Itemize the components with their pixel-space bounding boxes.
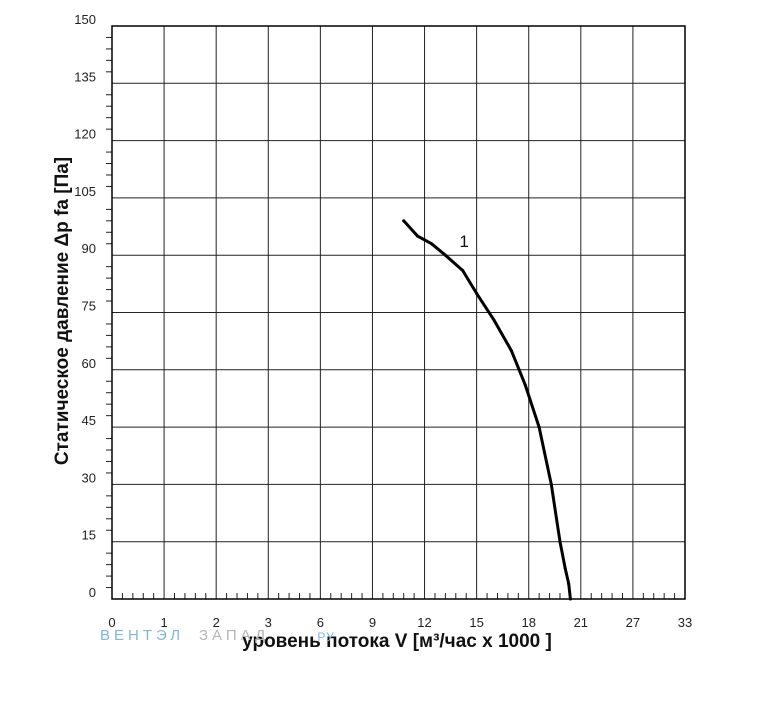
- data-point: [558, 540, 562, 544]
- data-point: [549, 482, 553, 486]
- data-point: [563, 566, 567, 570]
- x-tick-label: 21: [574, 615, 588, 630]
- data-point: [492, 318, 496, 322]
- x-axis-title: уровень потока V [м³/час x 1000 ]: [242, 631, 552, 652]
- x-tick-label: 18: [521, 615, 535, 630]
- y-tick-labels: 0 15 30 45 60 75 90 105 120 135 150: [74, 12, 96, 600]
- grid: [112, 26, 685, 599]
- y-tick-label: 135: [74, 69, 96, 84]
- x-tick-label: 6: [317, 615, 324, 630]
- x-tick-label: 15: [469, 615, 483, 630]
- y-tick-label: 150: [74, 12, 96, 27]
- y-tick-label: 45: [82, 413, 96, 428]
- watermark-part-2: ЗАПАД: [199, 627, 270, 644]
- x-tick-label: 1: [160, 615, 167, 630]
- data-point: [537, 425, 541, 429]
- data-point: [567, 582, 571, 586]
- data-point: [429, 242, 433, 246]
- y-tick-label: 75: [82, 299, 96, 314]
- watermark-part-1: ВЕНТЭЛ: [100, 627, 185, 644]
- series-group: 1: [402, 219, 572, 601]
- y-tick-label: 120: [74, 127, 96, 142]
- y-tick-label: 30: [82, 470, 96, 485]
- x-tick-label: 27: [626, 615, 640, 630]
- x-tick-label: 3: [265, 615, 272, 630]
- data-point: [402, 219, 406, 223]
- data-point: [461, 268, 465, 272]
- data-point: [568, 597, 572, 601]
- x-tick-label: 0: [108, 615, 115, 630]
- x-tick-label: 9: [369, 615, 376, 630]
- series-line-1: [402, 219, 572, 601]
- y-tick-label: 105: [74, 184, 96, 199]
- watermark-part-3: .РУ: [313, 630, 335, 644]
- y-tick-label: 90: [82, 241, 96, 256]
- y-tick-label: 15: [82, 528, 96, 543]
- plot-frame: [111, 25, 686, 600]
- y-tick-label: 0: [89, 585, 96, 600]
- data-point: [475, 291, 479, 295]
- data-point: [509, 349, 513, 353]
- data-point: [416, 234, 420, 238]
- minor-ticks: [106, 36, 676, 599]
- x-tick-label: 33: [678, 615, 692, 630]
- data-point: [443, 253, 447, 257]
- series-label: 1: [459, 232, 468, 251]
- x-tick-label: 12: [417, 615, 431, 630]
- data-point: [523, 383, 527, 387]
- y-axis-title: Статическое давление Δp fa [Па]: [52, 157, 73, 465]
- y-tick-label: 60: [82, 356, 96, 371]
- x-tick-labels: 0 1 2 3 6 9 12 15 18 21 27 33: [108, 615, 692, 630]
- x-tick-label: 2: [213, 615, 220, 630]
